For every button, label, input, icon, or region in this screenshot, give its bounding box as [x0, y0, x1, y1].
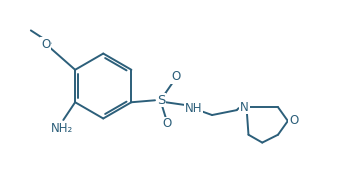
Text: NH₂: NH₂ — [51, 122, 73, 135]
Text: NH: NH — [185, 102, 202, 115]
Text: O: O — [171, 70, 180, 83]
Text: O: O — [41, 38, 50, 51]
Text: S: S — [157, 94, 165, 107]
Text: O: O — [289, 114, 298, 127]
Text: O: O — [162, 117, 172, 130]
Text: N: N — [240, 101, 249, 114]
